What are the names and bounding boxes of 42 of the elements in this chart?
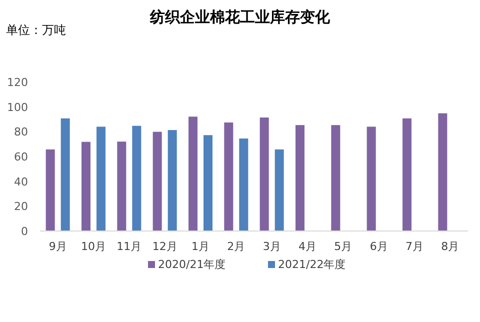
y-tick-label: 60 [14, 150, 28, 164]
bar [260, 118, 269, 231]
y-tick-label: 0 [21, 225, 28, 238]
x-tick-label: 10月 [81, 240, 106, 253]
bar [82, 142, 90, 231]
y-tick-label: 40 [14, 175, 28, 188]
x-tick-label: 6月 [370, 240, 388, 253]
legend-label: 2020/21年度 [158, 258, 226, 271]
bar [274, 149, 284, 231]
x-tick-label: 12月 [152, 240, 178, 253]
bar [46, 149, 55, 231]
chart-title: 纺织企业棉花工业库存变化 [149, 8, 331, 26]
x-tick-label: 7月 [406, 240, 424, 253]
bar [96, 126, 106, 231]
x-tick-label: 2月 [227, 240, 246, 253]
x-tick-label: 3月 [262, 240, 281, 253]
bar [188, 116, 198, 231]
x-tick-label: 5月 [334, 240, 352, 253]
x-tick-label: 9月 [48, 240, 67, 253]
bar [132, 126, 142, 231]
bar [152, 132, 162, 231]
bar [224, 122, 234, 231]
bar [239, 138, 248, 231]
bar [204, 135, 212, 231]
legend-label: 2021/22年度 [278, 258, 346, 271]
bar [168, 130, 177, 231]
bar [60, 118, 70, 231]
y-tick-label: 80 [14, 126, 28, 139]
y-tick-label: 120 [7, 76, 28, 89]
bar [296, 125, 304, 231]
x-tick-label: 4月 [298, 240, 316, 253]
y-axis-title: 单位：万吨 [6, 23, 66, 37]
x-tick-label: 8月 [441, 240, 460, 253]
y-tick-label: 100 [7, 100, 28, 114]
bar [402, 118, 412, 231]
x-tick-label: 1月 [192, 240, 210, 253]
y-tick-label: 20 [14, 200, 28, 214]
bar [117, 142, 126, 231]
bar [438, 113, 448, 231]
bar [331, 125, 340, 231]
x-tick-label: 11月 [116, 240, 142, 253]
bar [366, 126, 376, 231]
